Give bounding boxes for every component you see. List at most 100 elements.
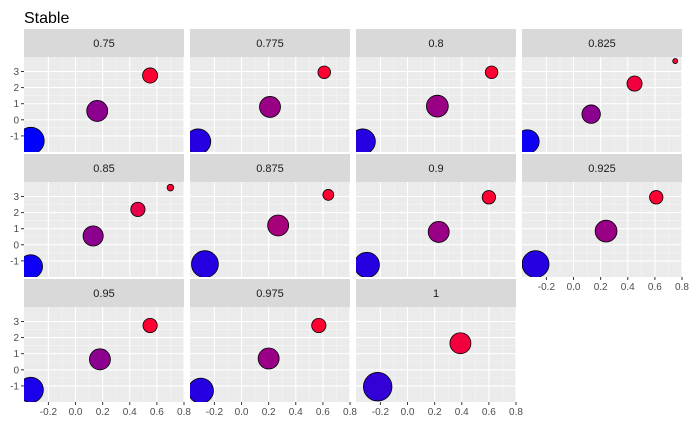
data-point [311,317,327,334]
x-tick-label: 0.4 [455,407,469,418]
y-tick-label: -1 [10,381,19,392]
points [24,317,158,402]
x-tick-label: -0.2 [40,407,58,418]
facet-panel: 0.9 [356,154,516,277]
y-tick-label: -1 [10,131,19,142]
data-point [484,65,499,79]
x-tick-label: 0.8 [675,282,689,293]
facet-strip-label: 0.775 [256,38,284,50]
points [363,332,472,402]
points [190,65,331,152]
data-point [166,183,175,192]
data-point [82,225,104,247]
data-point [267,214,290,237]
gridlines [190,57,350,152]
y-tick-label: 1 [13,99,19,110]
facet-strip [356,279,516,307]
facet-strip [24,279,184,307]
facet-strip [24,154,184,182]
y-tick-label: 1 [13,224,19,235]
data-point [142,67,159,84]
data-point [522,250,550,277]
data-point [481,190,497,205]
points [356,190,497,277]
chart-panels: 0.75 -1 0 1 2 3 0.775 0.8 0.825 0.85 -1 0 1 2 3 0.875 0.… [10,29,689,418]
facet-strip-label: 0.95 [93,288,114,300]
data-point [24,376,44,402]
y-tick-label: 3 [13,192,19,203]
gridlines [24,182,184,277]
data-point [356,251,380,277]
data-point [626,75,643,92]
facet-strip [522,154,682,182]
facet-strip-label: 0.8 [428,38,443,50]
data-point [191,250,219,277]
facet-panel: 0.95 -1 0 1 2 3 -0.2 0.0 0.2 0.4 0.6 0.8 [10,279,191,418]
x-tick-label: 0.4 [123,407,137,418]
x-tick-label: 0.0 [235,407,249,418]
data-point [259,96,281,118]
data-point [672,58,679,64]
data-point [356,128,376,152]
data-point [649,190,664,205]
y-tick-label: 0 [13,240,19,251]
x-tick-label: -0.2 [538,282,556,293]
facet-panel: 0.925 -0.2 0.0 0.2 0.4 0.6 0.8 [522,154,689,293]
data-point [89,348,111,371]
x-tick-label: 0.2 [428,407,442,418]
x-tick-label: 0.8 [509,407,523,418]
x-tick-label: -0.2 [372,407,390,418]
data-point [142,317,158,334]
data-point [190,128,212,152]
facet-strip [190,279,350,307]
data-point [363,372,393,402]
points [191,189,335,277]
facet-strip-label: 0.875 [256,163,284,175]
points [356,65,499,152]
facet-panel: 1 -0.2 0.0 0.2 0.4 0.6 0.8 [356,279,523,418]
y-tick-label: 2 [13,208,19,219]
facet-strip [356,154,516,182]
points [24,67,159,152]
x-tick-label: 0.2 [594,282,608,293]
gridlines [356,182,516,277]
facet-strip [522,29,682,57]
x-tick-label: 0.6 [648,282,662,293]
x-tick-label: 0.6 [316,407,330,418]
x-tick-label: 0.4 [621,282,635,293]
facet-strip-label: 0.825 [588,38,616,50]
facet-panel: 0.8 [356,29,516,152]
data-point [317,65,331,79]
x-tick-label: 0.6 [150,407,164,418]
data-point [449,332,472,355]
chart-title: Stable [24,10,69,27]
facet-panel: 0.825 [522,29,682,152]
data-point [322,189,335,201]
gridlines [24,307,184,402]
y-tick-label: 3 [13,67,19,78]
facet-strip-label: 0.9 [428,163,443,175]
gridlines [522,57,682,152]
points [522,58,679,152]
data-point [24,254,43,277]
facet-strip [190,154,350,182]
y-tick-label: -1 [10,256,19,267]
data-point [24,126,45,152]
x-tick-label: 0.8 [343,407,357,418]
facet-strip [24,29,184,57]
x-tick-label: 0.0 [401,407,415,418]
facet-panel: 0.875 [190,154,350,277]
y-tick-label: 0 [13,365,19,376]
facet-panel: 0.775 [190,29,350,152]
x-tick-label: 0.8 [177,407,191,418]
data-point [130,201,146,217]
facet-panel: 0.85 -1 0 1 2 3 [10,154,184,277]
x-tick-label: 0.0 [69,407,83,418]
x-tick-label: 0.4 [289,407,303,418]
facet-strip-label: 0.975 [256,288,284,300]
facet-strip [356,29,516,57]
facet-strip-label: 0.925 [588,163,616,175]
points [190,317,327,402]
points [522,190,664,277]
facet-panel: 0.75 -1 0 1 2 3 [10,29,184,152]
